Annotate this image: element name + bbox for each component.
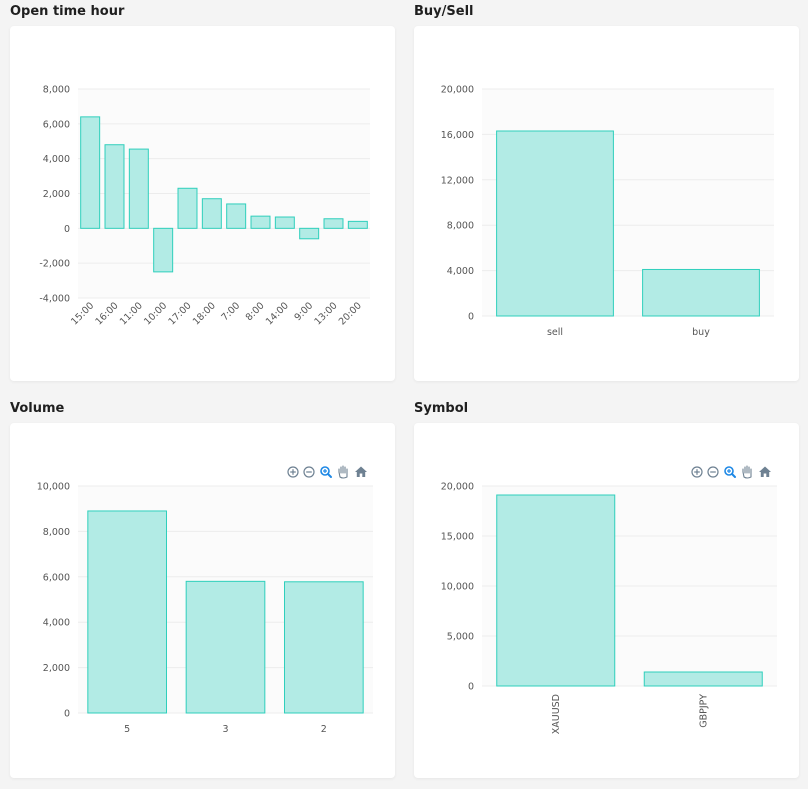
y-tick-label: 0 [468, 312, 474, 323]
bar-buy[interactable] [642, 268, 760, 317]
y-tick-label: 2,000 [43, 663, 70, 674]
bar-17-00[interactable] [177, 187, 198, 229]
x-tick-label: 18:00 [191, 300, 218, 327]
x-tick-label: 7:00 [219, 300, 242, 323]
bar-sell[interactable] [496, 130, 614, 317]
chart-toolbar [691, 465, 771, 479]
x-tick-label: 11:00 [118, 300, 145, 327]
bar-chart-volume: 0 2,000 4,000 6,000 8,000 10,000 5 3 2 [37, 465, 373, 735]
y-tick-label: 8,000 [43, 85, 70, 96]
x-tick-label: sell [547, 327, 563, 338]
y-tick-label: -4,000 [39, 294, 70, 305]
y-tick-label: 15,000 [441, 532, 474, 543]
x-tick-label: 5 [124, 724, 130, 735]
chart-toolbar [287, 465, 367, 479]
bar-gbpjpy[interactable] [643, 671, 763, 687]
home-reset-icon[interactable] [759, 466, 771, 478]
panel-title-open-time-hour: Open time hour [10, 4, 125, 19]
zoom-select-icon[interactable] [320, 466, 332, 478]
panel-title-symbol: Symbol [414, 401, 469, 416]
y-tick-label: 0 [64, 709, 70, 720]
bar-5[interactable] [87, 510, 167, 714]
x-tick-label: 10:00 [142, 300, 169, 327]
bar-20-00[interactable] [347, 220, 368, 229]
y-tick-label: 0 [468, 682, 474, 693]
bar-2[interactable] [284, 581, 364, 714]
y-tick-label: 6,000 [43, 119, 70, 130]
zoom-in-icon[interactable] [287, 466, 299, 478]
y-tick-label: 2,000 [43, 189, 70, 200]
x-tick-label: 20:00 [337, 300, 364, 327]
y-tick-label: 12,000 [441, 175, 474, 186]
y-tick-label: 16,000 [441, 130, 474, 141]
x-tick-label: 17:00 [166, 300, 193, 327]
bar-13-00[interactable] [323, 218, 344, 229]
x-tick-label: GBPJPY [698, 694, 709, 728]
zoom-out-icon[interactable] [303, 466, 315, 478]
panel-title-buy-sell: Buy/Sell [414, 4, 474, 19]
bar-3[interactable] [185, 580, 266, 714]
bar-chart-open-time-hour: -4,000 -2,000 0 2,000 4,000 6,000 8,000 15:0016… [39, 85, 370, 327]
x-tick-label: 2 [321, 724, 327, 735]
bar-18-00[interactable] [201, 198, 222, 229]
y-tick-label: 5,000 [447, 632, 474, 643]
x-tick-label: buy [692, 327, 710, 338]
pan-hand-icon[interactable] [742, 465, 752, 479]
x-tick-label: 15:00 [69, 300, 96, 327]
x-tick-label: 14:00 [264, 300, 291, 327]
y-tick-label: 6,000 [43, 572, 70, 583]
y-tick-label: -2,000 [39, 259, 70, 270]
zoom-out-icon[interactable] [707, 466, 719, 478]
bar-xauusd[interactable] [496, 494, 616, 687]
bar-14-00[interactable] [274, 216, 295, 229]
bar-chart-symbol: 0 5,000 10,000 15,000 20,000 XAUUSD GBPJPY [441, 465, 777, 734]
bar-9-00[interactable] [299, 227, 320, 240]
chart-card-buy-sell: 0 4,000 8,000 12,000 16,000 20,000 sell buy [414, 26, 799, 381]
y-tick-label: 0 [64, 224, 70, 235]
y-tick-label: 4,000 [43, 618, 70, 629]
y-tick-label: 20,000 [441, 482, 474, 493]
y-tick-label: 10,000 [37, 482, 70, 493]
bar-10-00[interactable] [153, 227, 174, 273]
chart-card-volume: 0 2,000 4,000 6,000 8,000 10,000 5 3 2 [10, 423, 395, 778]
panel-title-volume: Volume [10, 401, 65, 416]
y-tick-label: 4,000 [447, 266, 474, 277]
bar-7-00[interactable] [226, 203, 247, 229]
y-tick-label: 8,000 [447, 221, 474, 232]
bar-16-00[interactable] [104, 144, 125, 229]
bar-8-00[interactable] [250, 215, 271, 229]
y-tick-label: 4,000 [43, 154, 70, 165]
zoom-in-icon[interactable] [691, 466, 703, 478]
pan-hand-icon[interactable] [338, 465, 348, 479]
x-tick-label: XAUUSD [551, 694, 562, 734]
y-tick-label: 8,000 [43, 527, 70, 538]
y-tick-label: 10,000 [441, 582, 474, 593]
bar-chart-buy-sell: 0 4,000 8,000 12,000 16,000 20,000 sell buy [441, 85, 774, 338]
y-tick-label: 20,000 [441, 85, 474, 96]
home-reset-icon[interactable] [355, 466, 367, 478]
x-tick-label: 3 [222, 724, 228, 735]
chart-card-open-time-hour: -4,000 -2,000 0 2,000 4,000 6,000 8,000 15:00 16… [10, 26, 395, 381]
chart-card-symbol: 0 5,000 10,000 15,000 20,000 XAUUSD GBPJPY [414, 423, 799, 778]
bar-15-00[interactable] [80, 116, 101, 229]
bar-11-00[interactable] [128, 148, 149, 229]
x-tick-label: 16:00 [93, 300, 120, 327]
x-tick-label: 13:00 [312, 300, 339, 327]
zoom-select-icon[interactable] [724, 466, 736, 478]
